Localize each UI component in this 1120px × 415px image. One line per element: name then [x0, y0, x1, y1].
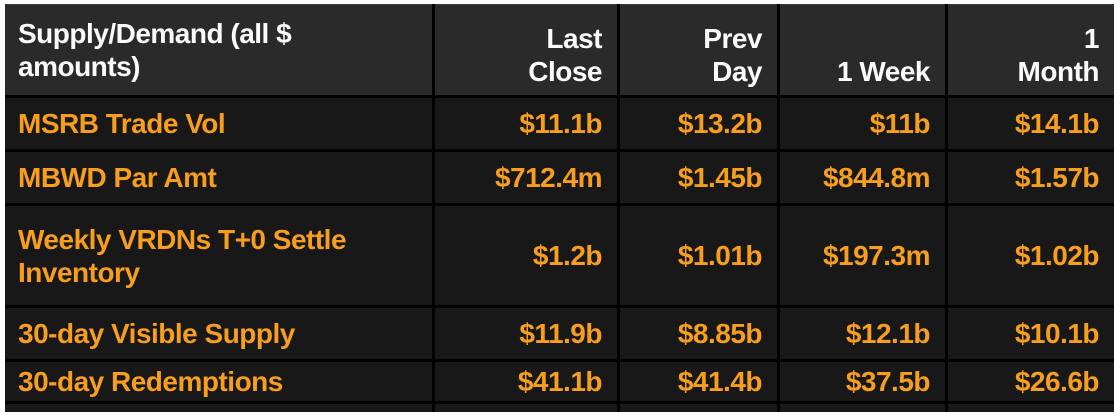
row-label: 30-day Visible Supply: [5, 308, 432, 359]
cropped-cell: [5, 404, 432, 412]
row-label: 30-day Redemptions: [5, 362, 432, 401]
value-prev-day: $8.85b: [620, 308, 777, 359]
cropped-cell: [435, 404, 617, 412]
header-last-close: Last Close: [435, 4, 617, 95]
value-1-month: $1.02b: [948, 206, 1114, 305]
value-1-week: $11b: [780, 98, 945, 149]
row-label: MBWD Par Amt: [5, 152, 432, 203]
row-label: MSRB Trade Vol: [5, 98, 432, 149]
value-1-week: $197.3m: [780, 206, 945, 305]
value-prev-day: $41.4b: [620, 362, 777, 401]
value-1-week: $12.1b: [780, 308, 945, 359]
cropped-cell: [620, 404, 777, 412]
table-row-msrb-trade-vol: MSRB Trade Vol $11.1b $13.2b $11b $14.1b: [5, 98, 1114, 149]
table-row-mbwd-par-amt: MBWD Par Amt $712.4m $1.45b $844.8m $1.5…: [5, 152, 1114, 203]
value-1-month: $1.57b: [948, 152, 1114, 203]
cropped-cell: [948, 404, 1114, 412]
header-row: Supply/Demand (all $ amounts) Last Close…: [5, 4, 1114, 95]
value-last-close: $11.9b: [435, 308, 617, 359]
value-last-close: $1.2b: [435, 206, 617, 305]
header-1-month: 1 Month: [948, 4, 1114, 95]
header-supply-demand: Supply/Demand (all $ amounts): [5, 4, 432, 95]
value-1-month: $14.1b: [948, 98, 1114, 149]
value-prev-day: $1.01b: [620, 206, 777, 305]
value-prev-day: $1.45b: [620, 152, 777, 203]
value-last-close: $11.1b: [435, 98, 617, 149]
value-1-week: $844.8m: [780, 152, 945, 203]
supply-demand-table: Supply/Demand (all $ amounts) Last Close…: [5, 4, 1114, 412]
value-1-week: $37.5b: [780, 362, 945, 401]
header-prev-day: Prev Day: [620, 4, 777, 95]
value-1-month: $26.6b: [948, 362, 1114, 401]
value-last-close: $712.4m: [435, 152, 617, 203]
partial-cropped-row: [5, 404, 1114, 412]
table-row-30-day-redemptions: 30-day Redemptions $41.1b $41.4b $37.5b …: [5, 362, 1114, 401]
header-1-week: 1 Week: [780, 4, 945, 95]
value-1-month: $10.1b: [948, 308, 1114, 359]
table-row-weekly-vrdns: Weekly VRDNs T+0 Settle Inventory $1.2b …: [5, 206, 1114, 305]
value-last-close: $41.1b: [435, 362, 617, 401]
cropped-cell: [780, 404, 945, 412]
table-row-30-day-visible-supply: 30-day Visible Supply $11.9b $8.85b $12.…: [5, 308, 1114, 359]
value-prev-day: $13.2b: [620, 98, 777, 149]
row-label: Weekly VRDNs T+0 Settle Inventory: [5, 206, 432, 305]
